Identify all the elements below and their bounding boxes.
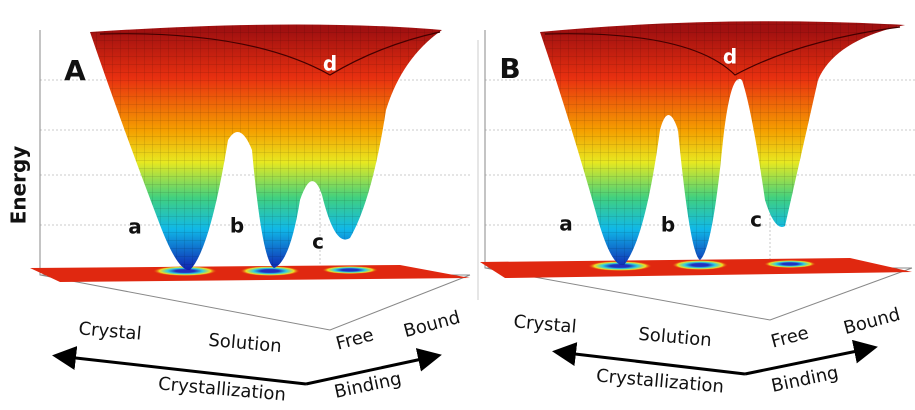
axis-label: Free [334,324,376,354]
panel-label: B [499,52,520,85]
well-label: a [559,212,573,236]
well-label: c [750,208,762,232]
axis-label: Crystal [513,311,578,337]
axis-label: Bound [841,304,902,339]
panel: A d a b c Crystal Solution Free Bound Cr… [30,24,470,405]
panel-label: A [64,54,86,87]
saddle-label: d [723,45,737,69]
energy-surface [90,24,442,270]
well-label: a [128,215,142,239]
axis-label: Binding [332,368,403,403]
floor-contour [240,266,300,276]
well-label: b [230,214,244,238]
figure: Energy A d a b c Crystal Solution Free B… [0,0,915,410]
y-axis-label: Energy [7,146,31,225]
axis-label: Free [769,322,811,352]
well-label: b [661,213,675,237]
axis-label: Bound [401,307,462,342]
floor-contour [672,260,728,270]
floor-contour [764,260,816,268]
panel: B d a b c Crystal Solution Free Bound Cr… [480,21,915,397]
floor-contour [322,266,378,274]
well-label: c [312,230,324,254]
axis-label: Solution [638,324,713,351]
saddle-label: d [323,52,337,76]
axis-label: Crystal [78,318,143,344]
axis-label: Solution [208,330,283,357]
